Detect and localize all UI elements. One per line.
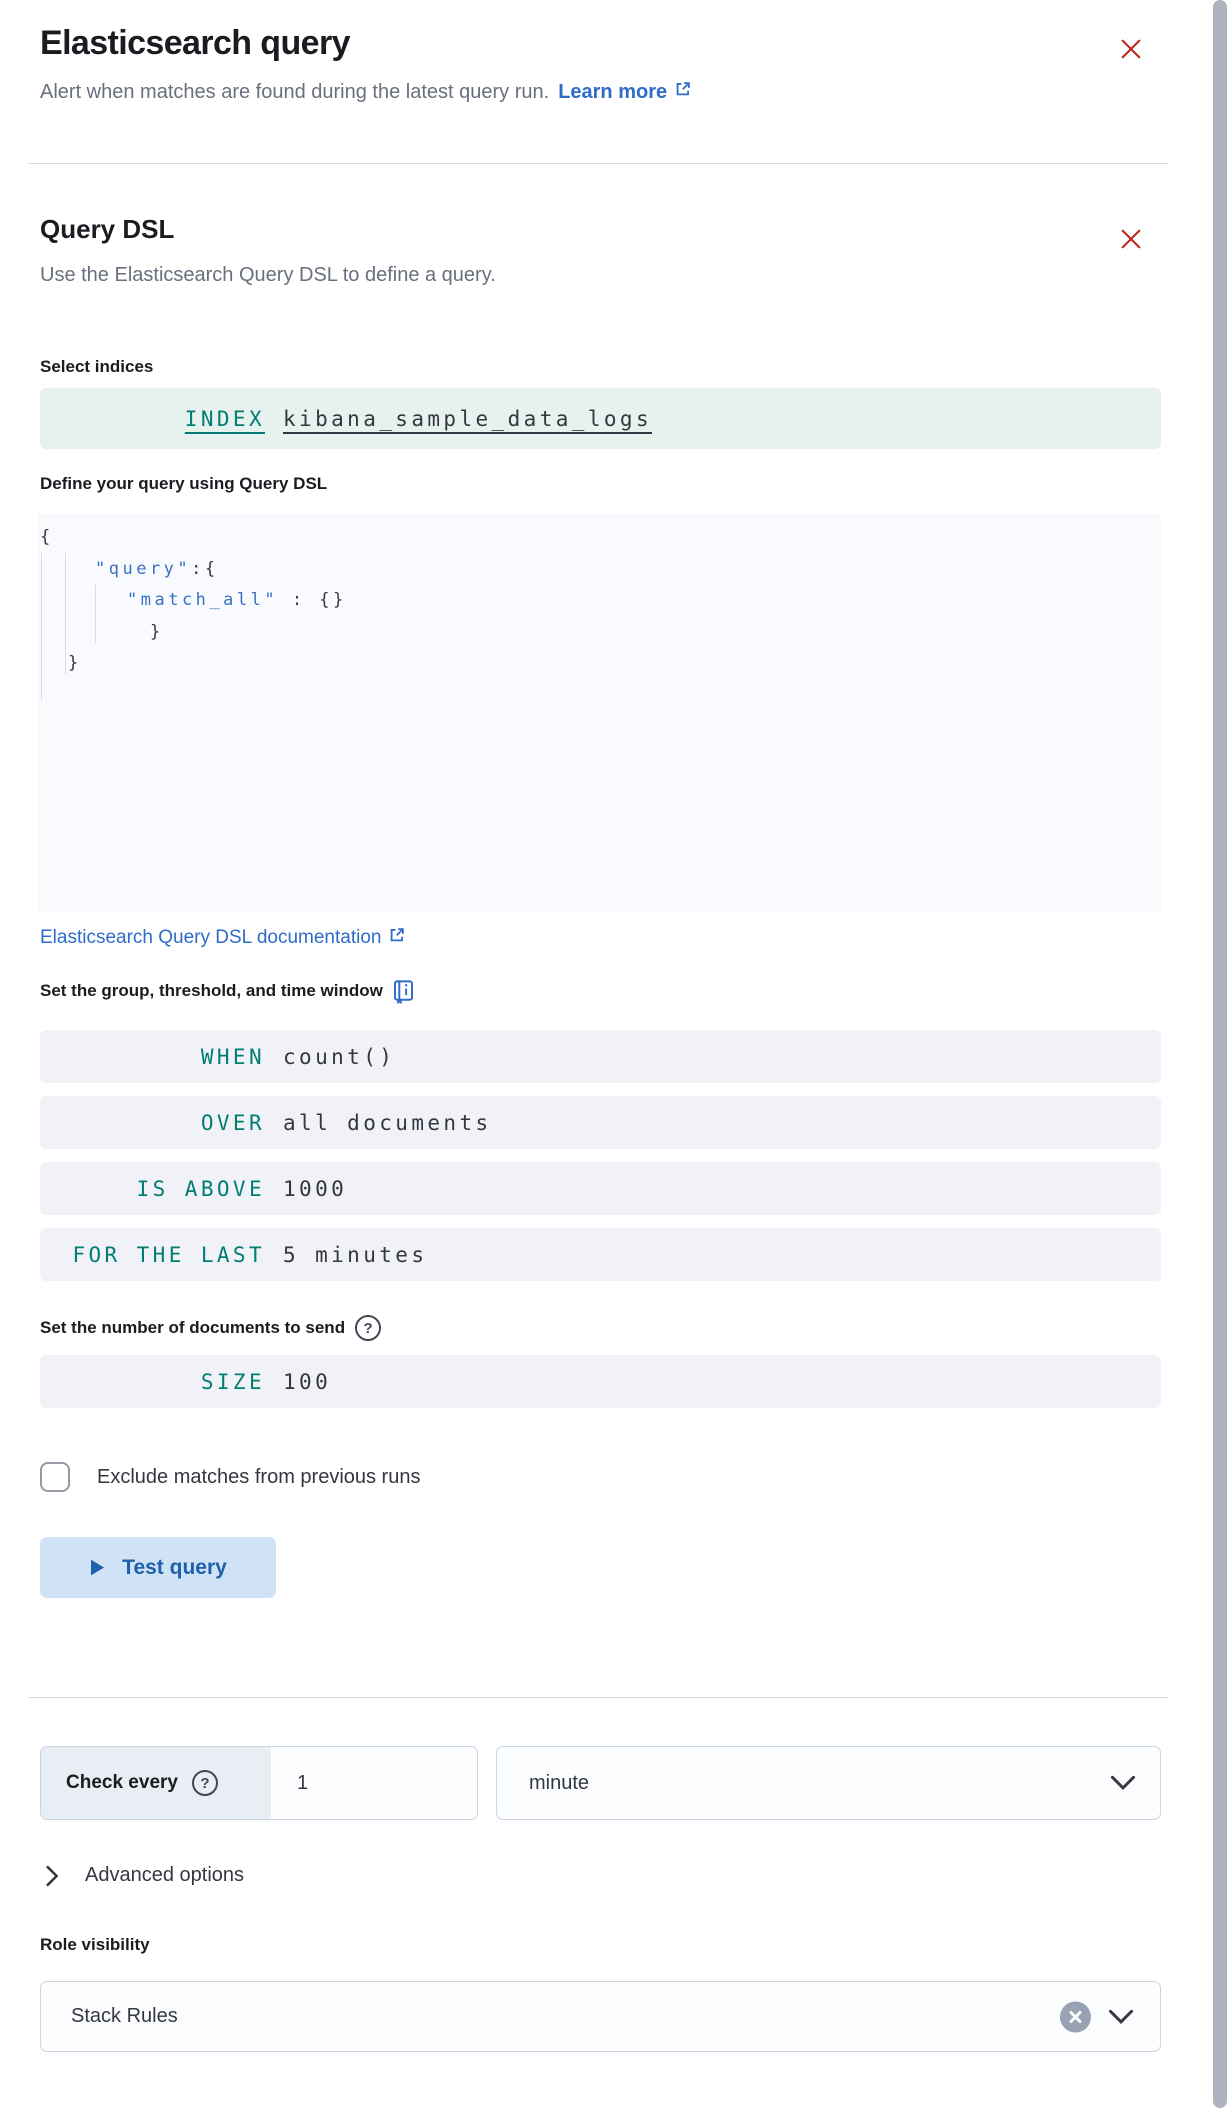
chevron-down-icon (1108, 2009, 1134, 2024)
size-label: Set the number of documents to send ? (40, 1315, 382, 1341)
rule-type-heading: Query DSL (40, 214, 175, 244)
clear-selection-button[interactable] (1060, 2001, 1091, 2032)
index-keyword: INDEX (184, 406, 265, 431)
external-link-icon (388, 926, 406, 950)
index-value: kibana_sample_data_logs (283, 406, 652, 431)
check-every-label-segment: Check every ? (41, 1747, 271, 1819)
close-icon (1119, 37, 1143, 66)
section-divider (28, 163, 1168, 164)
help-icon[interactable]: ? (191, 1770, 218, 1796)
interval-number-input[interactable]: 1 (297, 1771, 309, 1794)
query-dsl-documentation-link[interactable]: Elasticsearch Query DSL documentation (40, 926, 406, 950)
section-divider (28, 1697, 1168, 1698)
indent-guide (41, 553, 42, 700)
interval-unit-select[interactable]: minute (496, 1746, 1161, 1820)
role-visibility-combobox[interactable]: Stack Rules (40, 1981, 1161, 2052)
help-icon[interactable]: ? (355, 1315, 382, 1341)
indent-guide (95, 585, 96, 643)
advanced-options-toggle[interactable]: Advanced options (46, 1864, 244, 1887)
query-dsl-code-editor[interactable]: { "query":{ "match_all" : {} } } (38, 514, 1161, 912)
close-flyout-button[interactable] (1116, 36, 1146, 66)
query-dsl-code: { "query":{ "match_all" : {} } } (40, 527, 347, 673)
size-expression[interactable]: SIZE 100 (40, 1355, 1161, 1408)
play-icon (89, 1558, 106, 1577)
learn-more-link[interactable]: Learn more (558, 80, 692, 104)
time-window-expression[interactable]: FOR THE LAST 5 minutes (40, 1228, 1161, 1281)
check-every-label: Check every (66, 1772, 178, 1793)
exclude-matches-checkbox-row[interactable]: Exclude matches from previous runs (40, 1462, 420, 1492)
when-expression[interactable]: WHEN count() (40, 1030, 1161, 1083)
chevron-right-icon (46, 1865, 59, 1887)
select-indices-label: Select indices (40, 357, 154, 376)
test-query-button[interactable]: Test query (40, 1537, 276, 1598)
index-expression[interactable]: INDEX kibana_sample_data_logs (40, 388, 1161, 449)
define-query-label: Define your query using Query DSL (40, 474, 328, 493)
over-expression[interactable]: OVER all documents (40, 1096, 1161, 1149)
external-link-icon (674, 80, 692, 104)
vertical-scrollbar[interactable] (1213, 0, 1227, 2108)
page-title: Elasticsearch query (40, 24, 350, 62)
role-visibility-label: Role visibility (40, 1935, 150, 1954)
checkbox-unchecked[interactable] (40, 1462, 70, 1492)
remove-rule-type-button[interactable] (1116, 226, 1146, 256)
threshold-expression[interactable]: IS ABOVE 1000 (40, 1162, 1161, 1215)
rule-type-description: Use the Elasticsearch Query DSL to defin… (40, 264, 496, 286)
flyout-subtitle: Alert when matches are found during the … (40, 80, 692, 104)
chevron-down-icon (1110, 1775, 1136, 1791)
indent-guide (65, 553, 66, 674)
selected-role: Stack Rules (71, 2005, 178, 2027)
threshold-label: Set the group, threshold, and time windo… (40, 978, 414, 1005)
documentation-icon[interactable] (393, 980, 414, 1005)
checkbox-label: Exclude matches from previous runs (97, 1465, 421, 1488)
close-icon (1119, 227, 1143, 256)
check-every-field: Check every ? 1 (40, 1746, 478, 1820)
